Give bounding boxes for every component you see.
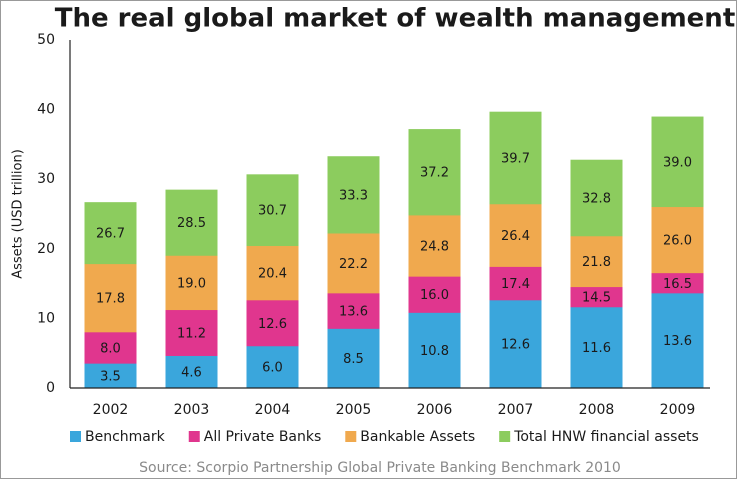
chart-title: The real global market of wealth managem… [55, 4, 736, 34]
value-label: 3.5 [100, 369, 121, 384]
bar [84, 363, 137, 388]
y-tick-label: 0 [46, 380, 55, 396]
legend-swatch [345, 431, 357, 442]
y-tick-label: 40 [37, 102, 55, 118]
x-tick-label: 2003 [174, 402, 210, 418]
value-label: 12.6 [501, 338, 530, 353]
legend-label: Bankable Assets [360, 429, 475, 445]
legend-swatch [499, 431, 511, 442]
bar [165, 355, 218, 388]
x-tick-label: 2008 [579, 402, 615, 418]
value-label: 14.5 [582, 291, 611, 306]
bar [651, 293, 704, 388]
value-label: 4.6 [181, 365, 202, 380]
bar [408, 312, 461, 388]
value-label: 20.4 [258, 267, 287, 282]
value-label: 13.6 [339, 305, 368, 320]
value-label: 33.3 [339, 188, 368, 203]
value-label: 10.8 [420, 344, 449, 359]
y-tick-label: 50 [37, 32, 55, 48]
value-label: 16.5 [663, 277, 692, 292]
value-label: 19.0 [177, 276, 206, 291]
bar [570, 307, 623, 388]
x-tick-label: 2007 [498, 402, 534, 418]
y-axis-label: Assets (USD trillion) [11, 149, 26, 279]
value-label: 6.0 [262, 361, 283, 376]
bar [246, 346, 299, 388]
y-tick-label: 30 [37, 171, 55, 187]
value-label: 8.0 [100, 341, 121, 356]
value-label: 30.7 [258, 204, 287, 219]
value-label: 11.6 [582, 341, 611, 356]
bar [327, 328, 380, 388]
value-label: 11.2 [177, 327, 206, 342]
legend-label: Total HNW financial assets [513, 429, 699, 445]
value-label: 21.8 [582, 255, 611, 270]
value-label: 16.0 [420, 288, 449, 303]
value-label: 17.4 [501, 277, 530, 292]
value-label: 24.8 [420, 240, 449, 255]
value-label: 17.8 [96, 292, 125, 307]
value-label: 12.6 [258, 317, 287, 332]
value-label: 39.7 [501, 151, 530, 166]
x-tick-label: 2009 [660, 402, 696, 418]
legend-swatch [188, 431, 200, 442]
x-tick-label: 2004 [255, 402, 291, 418]
legend-label: Benchmark [85, 429, 166, 445]
value-label: 26.0 [663, 234, 692, 249]
value-label: 37.2 [420, 166, 449, 181]
legend-swatch [70, 431, 81, 442]
bar [489, 300, 542, 388]
y-tick-label: 10 [37, 310, 55, 326]
value-label: 32.8 [582, 191, 611, 206]
x-tick-label: 2005 [336, 402, 372, 418]
y-tick-label: 20 [37, 241, 55, 257]
value-label: 13.6 [663, 334, 692, 349]
x-tick-label: 2006 [417, 402, 453, 418]
legend-label: All Private Banks [204, 429, 322, 445]
value-label: 22.2 [339, 257, 368, 272]
value-label: 28.5 [177, 216, 206, 231]
source: Source: Scorpio Partnership Global Priva… [139, 460, 621, 476]
value-label: 39.0 [663, 155, 692, 170]
value-label: 26.7 [96, 227, 125, 242]
value-label: 8.5 [343, 352, 364, 367]
x-tick-label: 2002 [93, 402, 129, 418]
value-label: 26.4 [501, 229, 530, 244]
